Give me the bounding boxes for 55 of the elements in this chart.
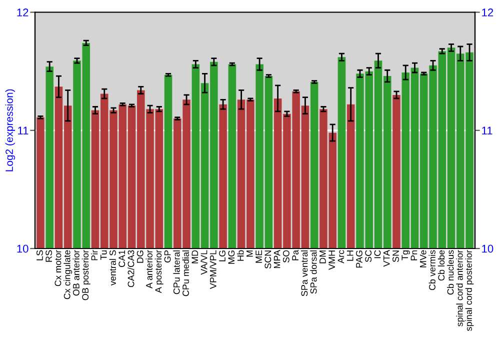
x-tick-label: Cb nucleus <box>447 250 454 295</box>
x-tick-label: Tu <box>100 250 107 260</box>
x-tick-label: LH <box>346 250 354 261</box>
x-tick-label: ventral S <box>109 250 116 286</box>
x-tick-label: PAG <box>356 250 362 268</box>
x-tick-label: SCN <box>264 250 272 269</box>
x-tick-label: GP <box>164 250 171 262</box>
x-tick-label: Cb vermis <box>428 250 436 290</box>
y-tick-label: 11 <box>18 126 28 134</box>
x-tick-label: SPa ventral <box>301 250 308 296</box>
x-tick-label: Pir <box>91 250 98 260</box>
x-tick-label: SC <box>365 250 372 262</box>
x-tick-label: IC <box>374 250 381 258</box>
x-tick-label: M <box>246 250 253 257</box>
x-tick-label: SN <box>392 250 399 262</box>
x-tick-label: LS <box>36 250 43 260</box>
x-tick-label: Hb <box>237 250 244 261</box>
x-tick-label: DG <box>136 250 144 263</box>
x-tick-label: VTA <box>383 250 390 267</box>
x-tick-label: MVe <box>420 250 426 268</box>
x-tick-label: Tg <box>402 250 410 260</box>
x-tick-label: SO <box>282 250 290 263</box>
x-tick-label: MG <box>228 250 235 264</box>
y2-tick-label: 10 <box>482 244 494 253</box>
x-tick-label: OB posterior <box>82 250 90 300</box>
x-tick-label: Pn <box>410 250 418 260</box>
x-tick-label: DM <box>320 250 326 264</box>
x-tick-label: A anterior <box>146 250 152 289</box>
x-tick-label: spinal cord posterior <box>465 250 474 331</box>
x-tick-label: CA2/CA3 <box>128 250 134 288</box>
x-tick-label: CPu medial <box>182 250 189 296</box>
x-tick-label: VMH <box>328 250 335 270</box>
y-tick-label: 12 <box>17 8 28 16</box>
y2-tick-label: 12 <box>482 8 494 16</box>
x-tick-label: Arc <box>338 250 344 264</box>
x-tick-label: VPM/VPL <box>210 250 216 289</box>
y-axis-title: Log2 (expression) <box>5 89 16 172</box>
x-tick-label: MD <box>192 250 198 264</box>
x-tick-label: VA/VL <box>200 250 208 275</box>
x-tick-label: CA1 <box>118 250 126 267</box>
x-tick-label: spinal cord anterior <box>456 250 465 326</box>
x-tick-label: SPa dorsal <box>310 250 317 294</box>
y-tick-label: 10 <box>17 244 28 253</box>
x-tick-label: A posterior <box>154 250 164 294</box>
x-tick-label: MPA <box>274 250 280 268</box>
x-tick-label: Cx cingulate <box>64 250 72 300</box>
x-tick-label: ME <box>256 250 262 263</box>
x-tick-label: OB anterior <box>72 250 80 296</box>
x-tick-label: LG <box>219 250 226 262</box>
y2-tick-label: 11 <box>482 126 492 134</box>
x-tick-label: RS <box>46 250 52 262</box>
x-tick-label: Pa <box>292 250 298 260</box>
x-tick-label: CPu lateral <box>173 250 180 294</box>
x-tick-label: Cx motor <box>54 250 62 286</box>
x-tick-label: Cb lobe <box>438 250 445 281</box>
